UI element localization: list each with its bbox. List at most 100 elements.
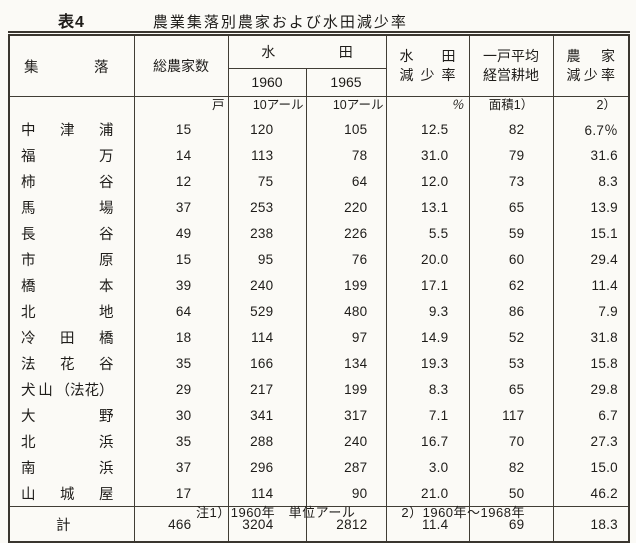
cell-paddy-decline: 9.3 <box>385 298 469 324</box>
cell-paddy-decline: 31.0 <box>385 142 469 168</box>
cell-paddy-1965: 76 <box>305 246 386 272</box>
cell-avg-cultivated: 59 <box>468 220 553 246</box>
table-row: 法花谷 35 166 134 19.3 53 15.8 <box>9 350 629 376</box>
cell-households: 29 <box>133 376 228 402</box>
cell-household-decline: 6.7％ <box>552 116 629 142</box>
cell-settlement-name: 橋本 <box>21 278 114 295</box>
cell-households: 12 <box>133 168 228 194</box>
cell-avg-cultivated: 73 <box>468 168 553 194</box>
cell-paddy-1960: 114 <box>227 324 306 350</box>
table-row: 柿谷 12 75 64 12.0 73 8.3 <box>9 168 629 194</box>
cell-paddy-1965: 287 <box>305 454 386 480</box>
cell-households: 15 <box>133 116 228 142</box>
cell-households: 64 <box>133 298 228 324</box>
cell-paddy-decline: 17.1 <box>385 272 469 298</box>
cell-settlement-name: 柿谷 <box>21 174 114 191</box>
cell-paddy-1960: 120 <box>227 116 306 142</box>
cell-paddy-1965: 240 <box>305 428 386 454</box>
unit-avg-cultivated: 面積1） <box>468 96 553 116</box>
cell-paddy-1965: 317 <box>305 402 386 428</box>
cell-paddy-1960: 95 <box>227 246 306 272</box>
cell-paddy-decline: 12.0 <box>385 168 469 194</box>
cell-paddy-1960: 113 <box>227 142 306 168</box>
cell-paddy-decline: 12.5 <box>385 116 469 142</box>
cell-avg-cultivated: 117 <box>468 402 553 428</box>
cell-settlement-name: 中津浦 <box>21 122 114 139</box>
cell-avg-cultivated: 60 <box>468 246 553 272</box>
cell-avg-cultivated: 65 <box>468 194 553 220</box>
cell-paddy-1960: 240 <box>227 272 306 298</box>
table-row: 山城屋 17 114 90 21.0 50 46.2 <box>9 480 629 507</box>
cell-avg-cultivated: 50 <box>468 480 553 507</box>
table-row: 中津浦 15 120 105 12.5 82 6.7％ <box>9 116 629 142</box>
cell-settlement-name: 北地 <box>21 304 114 321</box>
cell-avg-cultivated: 70 <box>468 428 553 454</box>
cell-avg-cultivated: 52 <box>468 324 553 350</box>
header-year-1965: 1965 <box>305 68 386 97</box>
cell-paddy-1960: 166 <box>227 350 306 376</box>
unit-empty <box>9 97 134 117</box>
cell-settlement-name: 市原 <box>21 252 114 269</box>
header-total-households: 総農家数 <box>133 33 228 97</box>
cell-household-decline: 29.4 <box>552 246 629 272</box>
cell-paddy-decline: 16.7 <box>385 428 469 454</box>
cell-settlement-name: 南浜 <box>21 460 114 477</box>
cell-household-decline: 31.8 <box>552 324 629 350</box>
header-household-decline-rate: 農家 減少率 <box>552 33 629 97</box>
cell-paddy-1965: 64 <box>305 168 386 194</box>
scanned-document-page: 表4 農業集落別農家および水田減少率 集落 総農家数 水田 水田 減少率 一戸 <box>8 14 630 543</box>
footnote-2: 2）1960年～1968年 <box>401 505 525 520</box>
cell-paddy-1965: 480 <box>305 298 386 324</box>
table-row: 福万 14 113 78 31.0 79 31.6 <box>9 142 629 168</box>
table-row: 市原 15 95 76 20.0 60 29.4 <box>9 246 629 272</box>
table-title: 農業集落別農家および水田減少率 <box>152 14 408 31</box>
cell-paddy-decline: 21.0 <box>385 480 469 507</box>
cell-settlement-name: 大野 <box>21 408 114 425</box>
cell-avg-cultivated: 86 <box>468 298 553 324</box>
cell-avg-cultivated: 82 <box>468 454 553 480</box>
cell-avg-cultivated: 65 <box>468 376 553 402</box>
cell-settlement-name: 北浜 <box>21 434 114 451</box>
cell-paddy-1965: 90 <box>305 480 386 507</box>
table-number-label: 表4 <box>58 14 85 31</box>
cell-paddy-decline: 13.1 <box>385 194 469 220</box>
table-body: 戸 10アール 10アール ％ 面積1） 2） 中津浦 15 120 105 1… <box>9 96 629 542</box>
cell-paddy-decline: 20.0 <box>385 246 469 272</box>
cell-settlement-name: 犬山（法花） <box>21 382 114 399</box>
cell-household-decline: 11.4 <box>552 272 629 298</box>
cell-household-decline: 46.2 <box>552 480 629 507</box>
cell-households: 35 <box>133 428 228 454</box>
cell-paddy-1960: 253 <box>227 194 306 220</box>
cell-households: 37 <box>133 194 228 220</box>
cell-settlement-name: 馬場 <box>21 200 114 217</box>
statistics-table: 集落 総農家数 水田 水田 減少率 一戸平均 経営耕地 農家 減少率 <box>8 31 630 543</box>
cell-paddy-1965: 226 <box>305 220 386 246</box>
table-row: 北地 64 529 480 9.3 86 7.9 <box>9 298 629 324</box>
cell-households: 15 <box>133 246 228 272</box>
cell-avg-cultivated: 62 <box>468 272 553 298</box>
cell-household-decline: 7.9 <box>552 298 629 324</box>
footnote-1: 注1）1960年 単位アール <box>196 505 356 520</box>
unit-paddy-1965: 10アール <box>305 96 386 116</box>
cell-paddy-1965: 199 <box>305 272 386 298</box>
cell-paddy-1960: 114 <box>227 480 306 507</box>
cell-paddy-1960: 296 <box>227 454 306 480</box>
total-label: 計 <box>9 506 134 542</box>
cell-paddy-1965: 78 <box>305 142 386 168</box>
table-row: 馬場 37 253 220 13.1 65 13.9 <box>9 194 629 220</box>
cell-avg-cultivated: 79 <box>468 142 553 168</box>
table-row: 南浜 37 296 287 3.0 82 15.0 <box>9 454 629 480</box>
cell-households: 39 <box>133 272 228 298</box>
header-paddy-decline-rate: 水田 減少率 <box>385 33 469 97</box>
cell-households: 35 <box>133 350 228 376</box>
unit-paddy-decline: ％ <box>385 96 469 116</box>
header-year-1960: 1960 <box>227 68 306 97</box>
cell-paddy-1960: 217 <box>227 376 306 402</box>
cell-paddy-1960: 341 <box>227 402 306 428</box>
units-row: 戸 10アール 10アール ％ 面積1） 2） <box>9 96 629 117</box>
cell-paddy-1960: 238 <box>227 220 306 246</box>
cell-paddy-decline: 5.5 <box>385 220 469 246</box>
cell-household-decline: 6.7 <box>552 402 629 428</box>
cell-settlement-name: 長谷 <box>21 226 114 243</box>
cell-household-decline: 15.0 <box>552 454 629 480</box>
